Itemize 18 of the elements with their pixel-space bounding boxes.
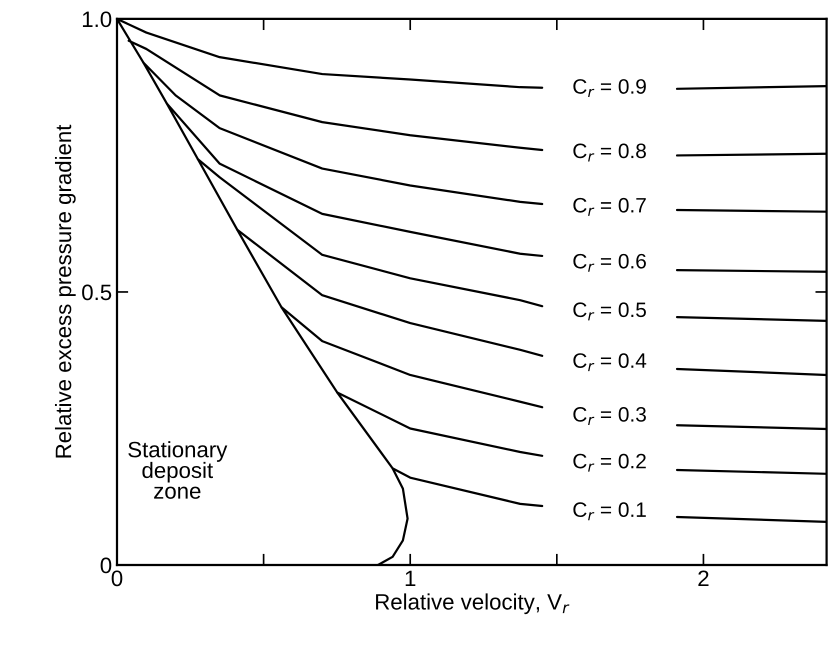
series-label: C$_{r}$ = 0.6 [573, 254, 646, 272]
x-tick-label: 0 [112, 570, 122, 586]
x-tick-label: 2 [698, 570, 709, 586]
y-axis-title: Relative excess pressure gradient [54, 124, 76, 458]
series-label: C$_{r}$ = 0.7 [573, 198, 646, 216]
y-tick-label: 0.5 [82, 284, 112, 300]
series-label: C$_{r}$ = 0.5 [573, 302, 646, 320]
series-label: C$_{r}$ = 0.9 [573, 79, 646, 98]
series-label: C$_{r}$ = 0.1 [573, 502, 646, 520]
y-tick-label: 1.0 [82, 11, 112, 28]
annotation: Stationary deposit zone [128, 441, 228, 499]
series-label: C$_{r}$ = 0.3 [573, 407, 646, 425]
series-label: C$_{r}$ = 0.2 [573, 454, 646, 472]
x-axis-title: Relative velocity, V$_{r}$ [376, 593, 570, 614]
series-label: C$_{r}$ = 0.4 [573, 353, 646, 372]
series-label: C$_{r}$ = 0.8 [573, 144, 646, 162]
y-tick-label: 0 [100, 558, 112, 574]
x-tick-label: 1 [406, 570, 416, 586]
